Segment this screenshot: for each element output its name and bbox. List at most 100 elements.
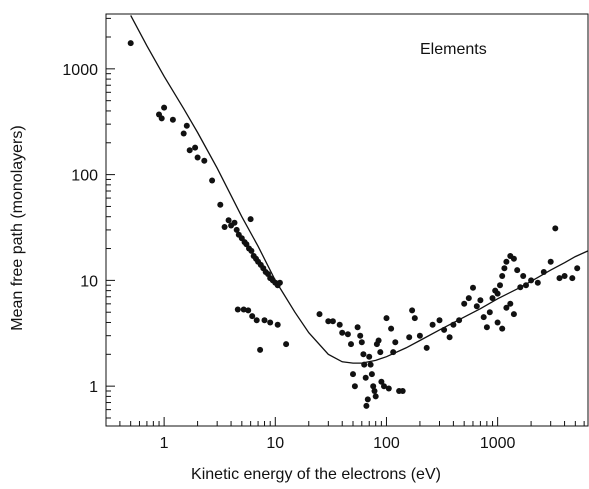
data-point: [201, 157, 208, 164]
data-point: [540, 269, 547, 275]
data-point: [276, 279, 283, 286]
data-point: [221, 224, 228, 230]
data-point: [329, 318, 336, 325]
data-point: [561, 273, 568, 279]
data-point: [503, 304, 510, 311]
data-point: [169, 116, 176, 123]
x-tick-label: 1: [160, 435, 169, 452]
data-point: [429, 321, 436, 328]
data-point: [231, 219, 238, 226]
data-point: [423, 344, 430, 351]
data-point: [247, 216, 254, 223]
data-point: [325, 318, 332, 325]
data-point: [362, 374, 369, 381]
y-axis-label: Mean free path (monolayers): [9, 125, 26, 330]
data-point: [503, 258, 510, 265]
y-tick-label: 10: [80, 273, 98, 290]
y-tick-label: 1000: [62, 62, 98, 79]
data-point: [494, 319, 501, 326]
data-point: [316, 311, 323, 318]
data-point: [480, 314, 487, 321]
data-point: [552, 225, 559, 232]
data-point: [416, 332, 423, 339]
data-point: [372, 393, 379, 400]
data-point: [483, 324, 490, 331]
data-point: [473, 303, 480, 310]
data-point: [465, 295, 472, 302]
data-point: [217, 201, 224, 208]
data-point: [233, 226, 240, 233]
data-point: [388, 325, 395, 332]
data-point: [446, 334, 453, 341]
data-point: [158, 115, 165, 122]
data-point: [186, 147, 193, 154]
fit-curve-layer: [130, 15, 588, 364]
data-point: [409, 307, 416, 314]
data-point: [399, 388, 406, 394]
data-point: [339, 329, 346, 336]
data-point: [477, 297, 484, 304]
data-point: [523, 282, 529, 289]
data-point: [336, 321, 343, 328]
data-point: [358, 339, 365, 346]
data-point: [534, 279, 541, 286]
x-tick-label: 1000: [480, 435, 516, 452]
data-point: [194, 154, 201, 161]
plot-frame: [105, 13, 589, 427]
data-point: [234, 306, 241, 313]
data-point: [499, 273, 506, 279]
data-point: [209, 177, 216, 184]
data-point: [569, 275, 576, 282]
fit-curve: [130, 15, 588, 364]
data-point: [385, 385, 392, 392]
data-points-layer: [127, 40, 581, 409]
data-point: [261, 317, 268, 324]
data-point: [248, 247, 255, 254]
data-point: [528, 277, 535, 284]
data-point: [267, 319, 274, 326]
data-point: [371, 388, 378, 394]
data-point: [501, 265, 508, 272]
x-tick-label: 10: [266, 435, 284, 452]
minor-ticks: [105, 17, 585, 426]
data-point: [240, 306, 247, 313]
data-point: [497, 282, 503, 289]
y-tick-labels: 1 10 100 1000: [62, 62, 98, 396]
data-point: [283, 341, 290, 348]
data-point: [192, 144, 199, 151]
data-point: [363, 402, 370, 409]
data-point: [368, 371, 375, 378]
data-point: [377, 349, 384, 356]
data-point: [461, 300, 468, 307]
data-point: [364, 396, 371, 403]
data-point: [390, 349, 397, 356]
data-point: [367, 361, 374, 368]
data-point: [547, 258, 554, 265]
data-point: [486, 309, 493, 316]
data-point: [456, 317, 463, 324]
data-point: [507, 300, 514, 307]
data-point: [514, 267, 521, 274]
data-point: [243, 241, 250, 248]
data-point: [360, 351, 367, 358]
data-point: [344, 331, 351, 338]
data-point: [350, 371, 356, 378]
data-point: [411, 315, 418, 322]
y-tick-label: 1: [89, 379, 98, 396]
data-point: [354, 324, 361, 331]
data-point: [556, 275, 563, 282]
data-point: [406, 334, 413, 341]
data-point: [366, 353, 373, 360]
data-point: [370, 383, 377, 390]
data-point: [375, 337, 382, 344]
data-point: [253, 317, 260, 324]
data-point: [510, 311, 517, 318]
data-point: [520, 273, 527, 279]
data-point: [510, 255, 517, 262]
data-point: [441, 326, 448, 333]
data-point: [348, 341, 354, 348]
data-point: [489, 295, 496, 302]
x-tick-labels: 1 10 100 1000: [160, 435, 516, 452]
data-point: [357, 332, 364, 339]
